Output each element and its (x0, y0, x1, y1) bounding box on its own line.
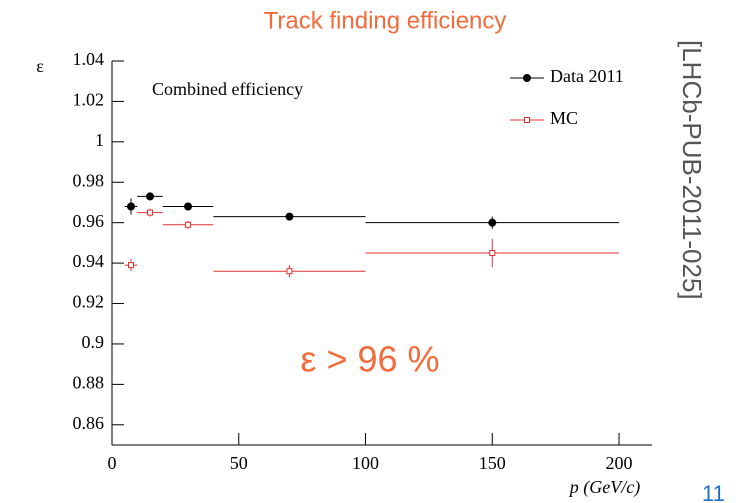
x-tick-label: 200 (606, 453, 633, 473)
page-number: 11 (702, 481, 725, 503)
marker (285, 212, 294, 221)
y-tick-label: 0.9 (82, 332, 105, 352)
marker (147, 209, 154, 216)
source: [LHCb-PUB-2011-025] (677, 40, 707, 300)
marker (185, 221, 192, 228)
annotation: Combined efficiency (152, 79, 303, 99)
highlight: ε > 96 % (300, 339, 439, 380)
y-tick-label: 0.98 (73, 170, 105, 190)
marker (127, 202, 136, 211)
y-tick-label: 0.88 (73, 372, 105, 392)
marker (286, 268, 293, 275)
marker (128, 262, 135, 269)
legend-label: Data 2011 (550, 66, 624, 86)
y-tick-label: 1.04 (73, 49, 105, 69)
y-tick-label: 0.92 (73, 292, 105, 312)
legend-label: MC (550, 108, 578, 128)
x-tick-label: 0 (108, 453, 117, 473)
y-tick-label: 0.96 (73, 211, 105, 231)
x-tick-label: 50 (230, 453, 248, 473)
y-tick-label: 0.86 (73, 413, 105, 433)
chart-title: Track finding efficiency (264, 7, 507, 34)
marker (488, 218, 497, 227)
x-tick-label: 100 (352, 453, 379, 473)
y-axis-label: ε (36, 56, 44, 76)
x-tick-label: 150 (479, 453, 506, 473)
y-tick-label: 1 (95, 130, 104, 150)
y-tick-label: 1.02 (73, 90, 105, 110)
legend-marker (523, 74, 531, 82)
marker (146, 192, 155, 201)
y-tick-label: 0.94 (73, 251, 105, 271)
legend-marker (524, 117, 530, 123)
marker (489, 250, 496, 256)
marker (184, 202, 193, 211)
x-axis-label: p (GeV/c) (568, 477, 640, 498)
